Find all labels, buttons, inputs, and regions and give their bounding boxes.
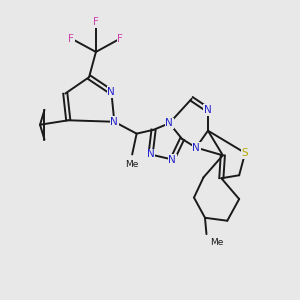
Text: N: N [165, 118, 173, 128]
Text: N: N [147, 149, 154, 160]
Text: F: F [93, 17, 99, 27]
Text: F: F [117, 34, 123, 44]
Text: F: F [68, 34, 74, 44]
Text: N: N [204, 105, 212, 115]
Text: Me: Me [210, 238, 224, 247]
Text: Me: Me [125, 160, 139, 169]
Text: S: S [242, 148, 248, 158]
Text: N: N [168, 154, 176, 164]
Text: N: N [107, 87, 115, 97]
Text: N: N [110, 117, 118, 127]
Text: N: N [192, 142, 200, 153]
